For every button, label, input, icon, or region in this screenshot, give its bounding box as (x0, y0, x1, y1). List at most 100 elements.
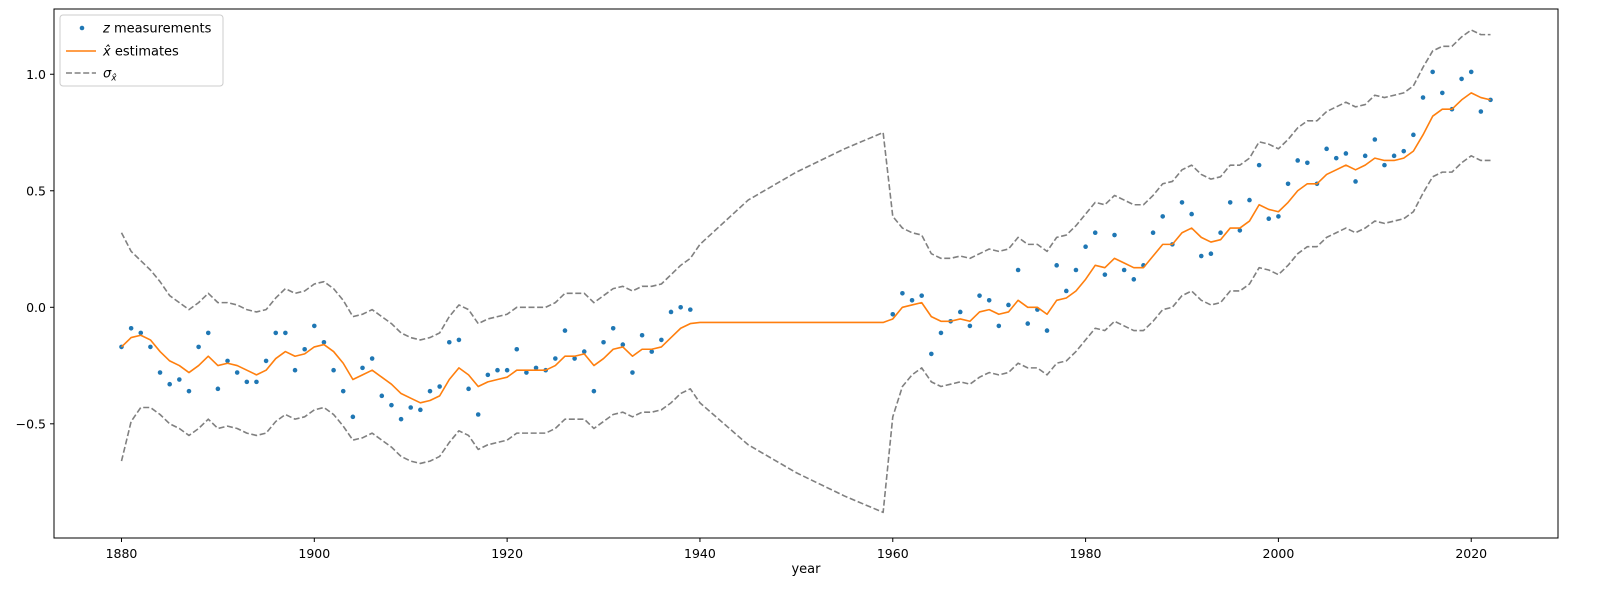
z-measurement-point (186, 388, 192, 394)
z-measurement-point (1006, 302, 1011, 308)
x-tick-label: 1960 (877, 546, 909, 561)
plot-area (119, 29, 1493, 514)
z-measurement-point (485, 372, 491, 378)
z-measurement-point (986, 297, 992, 303)
z-measurement-point (1054, 263, 1059, 268)
x-tick-label: 1880 (106, 546, 138, 561)
z-measurement-point (360, 365, 365, 371)
z-measurement-point (1150, 230, 1156, 236)
z-measurement-point (1015, 267, 1021, 273)
z-measurement-point (148, 344, 153, 350)
z-measurement-point (688, 307, 693, 312)
z-measurement-point (1189, 211, 1194, 217)
x-tick-label: 1900 (298, 546, 330, 561)
x-tick-label: 1920 (491, 546, 523, 561)
z-measurement-point (1179, 200, 1185, 205)
z-measurement-point (369, 356, 375, 361)
z-measurement-point (446, 339, 452, 345)
z-measurement-point (1131, 277, 1137, 282)
z-measurement-point (1112, 232, 1117, 238)
z-measurement-point (302, 346, 307, 352)
x-hat-estimates-line (120, 92, 1491, 404)
z-measurement-point (553, 356, 558, 361)
y-tick-label: 0.5 (26, 183, 46, 198)
z-measurement-point (1372, 137, 1378, 142)
z-measurements-series (119, 69, 1493, 422)
legend-box (59, 14, 224, 87)
z-measurement-point (1391, 153, 1397, 159)
y-tick-label: 1.0 (26, 67, 46, 82)
z-measurement-point (225, 358, 230, 364)
z-measurement-point (909, 297, 915, 303)
z-measurement-point (177, 377, 182, 382)
x-tick-label: 2000 (1263, 546, 1295, 561)
z-measurement-point (244, 379, 250, 385)
z-measurement-point (1343, 151, 1349, 156)
z-measurement-point (1430, 69, 1435, 75)
z-measurement-point (1382, 162, 1387, 168)
z-measurement-point (1411, 132, 1416, 138)
z-measurement-point (504, 367, 510, 373)
z-measurement-point (533, 365, 539, 371)
z-measurement-point (890, 311, 896, 317)
z-measurement-point (1064, 288, 1069, 294)
z-measurement-point (1295, 158, 1300, 163)
z-measurement-point (668, 309, 674, 315)
legend-z-marker (79, 25, 85, 31)
z-measurement-point (1160, 214, 1166, 219)
z-measurement-point (263, 358, 269, 364)
z-measurement-point (938, 330, 944, 336)
z-measurement-point (437, 384, 442, 389)
z-measurement-point (1353, 179, 1358, 184)
z-measurement-point (1478, 109, 1484, 114)
z-measurement-point (1440, 90, 1445, 96)
z-measurement-point (900, 291, 905, 296)
z-measurement-point (379, 393, 385, 399)
z-measurement-point (514, 346, 520, 352)
z-measurement-point (340, 388, 346, 394)
z-measurement-point (1237, 228, 1243, 233)
z-measurement-point (919, 293, 924, 298)
z-measurement-point (475, 412, 481, 417)
z-measurement-point (205, 330, 211, 336)
x-tick-label: 2020 (1455, 546, 1487, 561)
z-measurement-point (408, 405, 414, 410)
z-measurement-point (562, 328, 568, 333)
legend-label-sigma: σx̂ (103, 67, 117, 84)
z-measurement-point (1256, 162, 1262, 168)
z-measurement-point (1198, 253, 1204, 259)
z-measurement-point (1083, 244, 1088, 250)
z-measurement-point (1266, 216, 1272, 222)
legend-label-z: z measurements (102, 22, 212, 37)
z-measurement-point (1121, 267, 1127, 273)
axes: 1880 1900 1920 1940 1960 1980 2000 2020 −0.5 0.0 0… (16, 8, 1559, 577)
z-measurement-point (659, 337, 664, 343)
z-measurement-point (591, 388, 597, 394)
z-measurement-point (1092, 230, 1098, 236)
z-measurement-point (1102, 272, 1108, 277)
z-measurement-point (581, 349, 587, 354)
z-measurement-point (495, 367, 500, 373)
z-measurement-point (967, 323, 973, 329)
z-measurement-point (610, 325, 616, 331)
y-tick-label: −0.5 (16, 416, 46, 431)
z-measurement-point (1420, 95, 1426, 100)
z-measurement-point (273, 330, 279, 336)
z-measurement-point (1218, 230, 1223, 236)
z-measurement-point (1073, 267, 1079, 273)
z-measurement-point (1333, 155, 1339, 161)
z-measurement-point (639, 332, 645, 338)
z-measurement-point (418, 407, 423, 413)
z-measurement-point (1025, 321, 1031, 326)
z-measurement-point (1044, 328, 1050, 333)
z-measurement-point (292, 367, 298, 373)
z-measurement-point (1276, 214, 1281, 219)
z-measurement-point (572, 356, 577, 361)
z-measurement-point (138, 330, 144, 336)
y-tick-label: 0.0 (26, 300, 46, 315)
z-measurement-point (1459, 76, 1464, 82)
z-measurement-point (678, 304, 683, 310)
legend-label-xhat: x̂ estimates (102, 45, 179, 60)
x-axis-label: year (791, 562, 821, 577)
